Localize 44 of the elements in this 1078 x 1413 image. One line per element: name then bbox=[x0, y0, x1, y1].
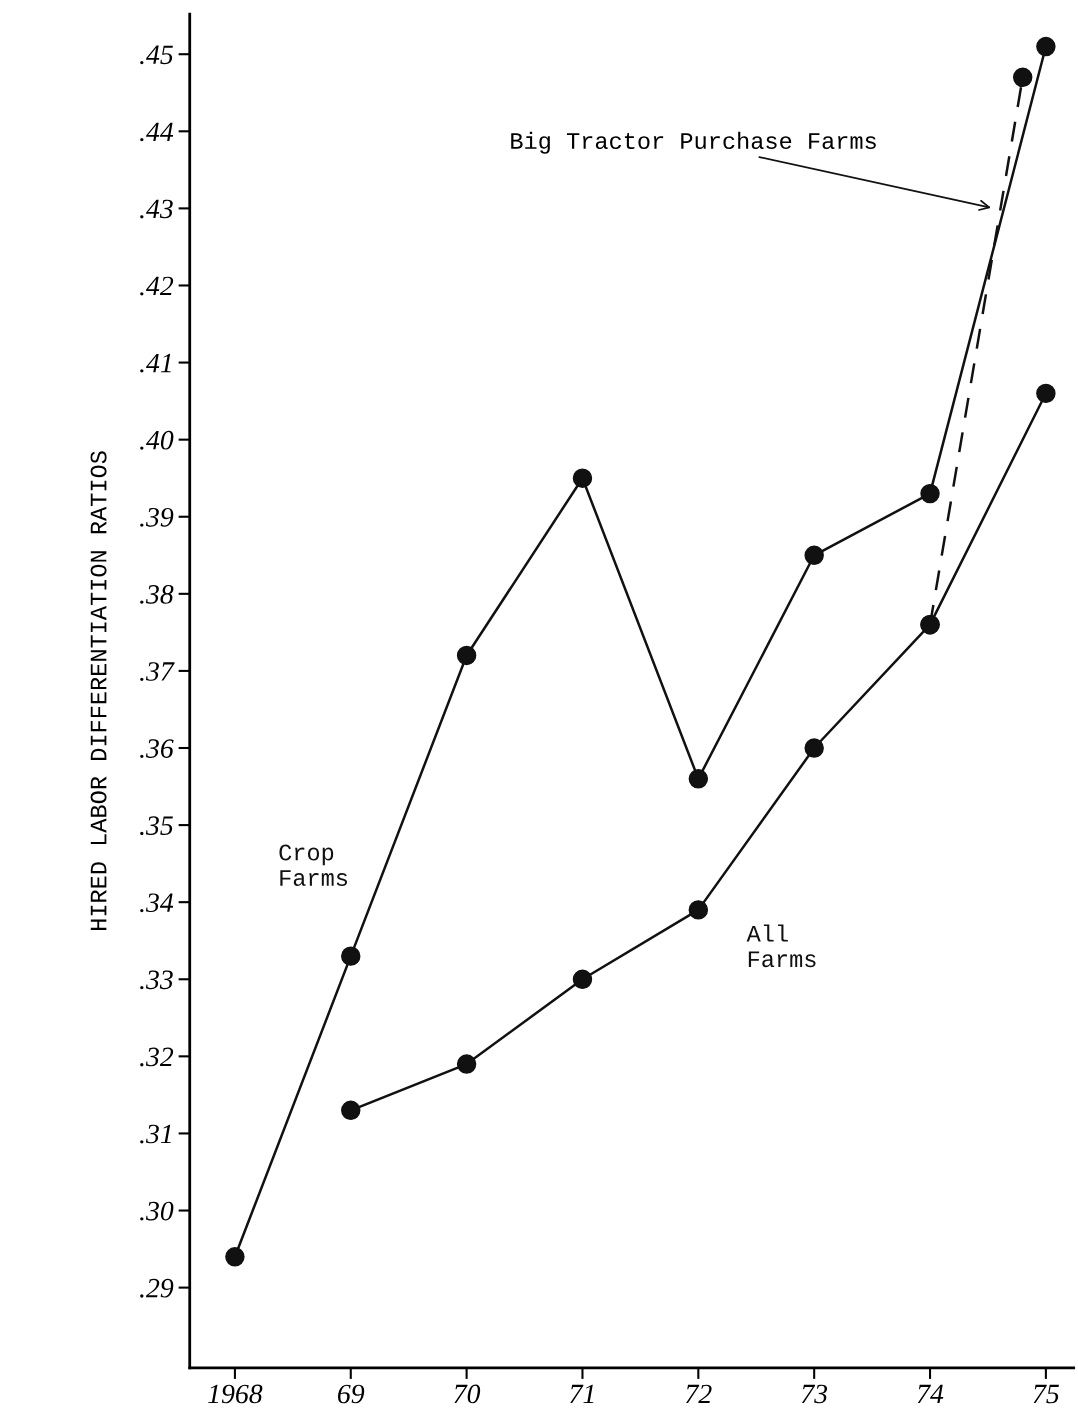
point bbox=[688, 900, 709, 920]
y-tick-label: .31 bbox=[140, 1124, 171, 1144]
x-tick-label: 72 bbox=[686, 1384, 712, 1404]
y-tick-label: .30 bbox=[140, 1201, 174, 1221]
point bbox=[225, 1247, 245, 1267]
point bbox=[804, 738, 824, 758]
point bbox=[1012, 67, 1033, 88]
point bbox=[804, 545, 824, 566]
point bbox=[341, 946, 361, 966]
x-tick-label: 74 bbox=[917, 1384, 944, 1404]
y-tick-label: .29 bbox=[140, 1278, 174, 1298]
y-tick-label: .40 bbox=[140, 430, 174, 450]
y-tick-label: .42 bbox=[140, 276, 174, 296]
point bbox=[572, 468, 593, 488]
y-tick-label: .36 bbox=[140, 739, 174, 759]
x-tick-label: 69 bbox=[338, 1384, 365, 1404]
y-tick-label: .44 bbox=[140, 122, 174, 142]
point bbox=[572, 969, 593, 989]
y-tick-label: .34 bbox=[140, 893, 174, 913]
x-tick-label: 1968 bbox=[208, 1384, 263, 1404]
point bbox=[688, 769, 709, 789]
x-tick-label: 71 bbox=[570, 1384, 594, 1404]
point bbox=[456, 645, 477, 666]
y-tick-label: .33 bbox=[140, 970, 173, 990]
text: Big Tractor Purchase Farms bbox=[511, 131, 876, 154]
y-axis-title: HIRED LABOR DIFFERENTIATION RATIOS bbox=[90, 451, 107, 930]
y-tick-label: .38 bbox=[140, 584, 174, 604]
x-tick-label: 73 bbox=[801, 1384, 828, 1404]
y-tick-label: .35 bbox=[140, 816, 173, 836]
point bbox=[1036, 36, 1056, 57]
x-tick-label: 70 bbox=[454, 1384, 481, 1404]
y-tick-label: .37 bbox=[140, 662, 175, 681]
series-label: Crop Farms bbox=[279, 844, 348, 886]
y-tick-label: .43 bbox=[140, 199, 173, 219]
point bbox=[341, 1100, 361, 1121]
point bbox=[920, 483, 940, 504]
series-label: All Farms bbox=[746, 924, 816, 968]
y-tick-label: .39 bbox=[140, 507, 174, 527]
x-tick-label: 75 bbox=[1033, 1384, 1059, 1404]
y-tick-label: .32 bbox=[140, 1047, 174, 1067]
y-tick-label: .45 bbox=[140, 45, 173, 65]
point bbox=[1036, 383, 1056, 404]
y-tick-label: .41 bbox=[140, 353, 171, 373]
point bbox=[456, 1054, 477, 1074]
